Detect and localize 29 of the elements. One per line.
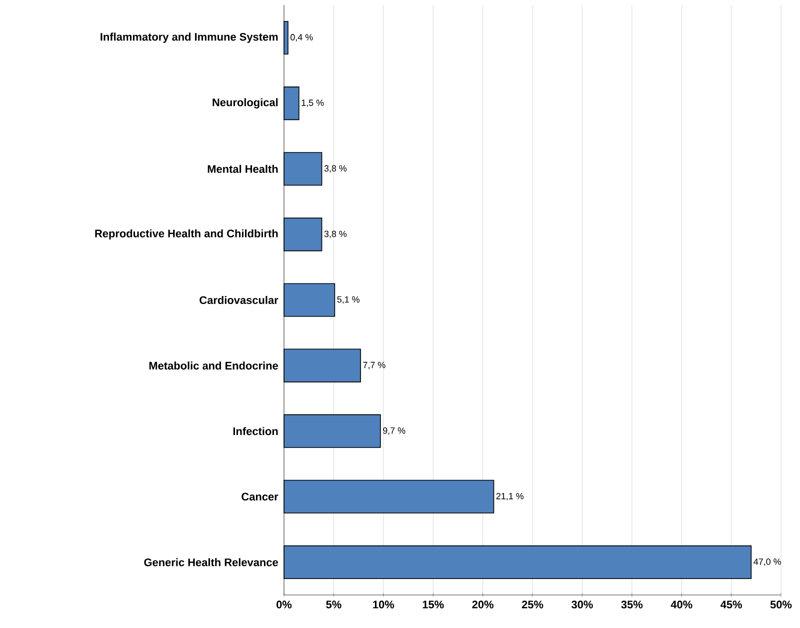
x-tick-label: 20% — [472, 600, 494, 608]
data-label: 5,1 % — [337, 296, 360, 304]
data-label: 1,5 % — [302, 100, 324, 107]
y-tick-label: Neurological — [212, 98, 278, 108]
x-tick-label: 25% — [522, 600, 544, 608]
y-tick-label: Metabolic and Endocrine — [149, 362, 278, 370]
y-tick-label: Mental Health — [208, 164, 278, 173]
x-tick-label: 35% — [621, 600, 643, 608]
x-tick-label: 50% — [770, 600, 792, 608]
data-label: 9,7 % — [383, 427, 406, 435]
x-tick-label: 30% — [571, 600, 593, 608]
x-tick-label: 15% — [422, 600, 444, 608]
y-tick-label: Reproductive Health and Childbirth — [95, 229, 278, 240]
data-label: 7,7 % — [363, 362, 386, 370]
x-tick-label: 10% — [373, 600, 394, 608]
data-label: 47,0 % — [754, 558, 781, 566]
x-tick-label: 45% — [720, 600, 742, 608]
data-label: 0,4 % — [290, 34, 313, 42]
x-tick-label: 0% — [276, 600, 292, 608]
y-tick-label: Cardiovascular — [200, 296, 278, 304]
x-tick-label: 5% — [326, 600, 342, 608]
y-tick-label: Generic Health Relevance — [144, 558, 278, 566]
data-label: 3,8 % — [324, 165, 347, 173]
x-tick-label: 40% — [670, 600, 692, 608]
y-tick-label: Inflammatory and Immune System — [100, 32, 278, 43]
y-tick-label: Cancer — [242, 492, 278, 501]
data-label: 21,1 % — [496, 492, 524, 500]
y-tick-label: Infection — [233, 427, 278, 436]
data-label: 3,8 % — [324, 230, 347, 238]
